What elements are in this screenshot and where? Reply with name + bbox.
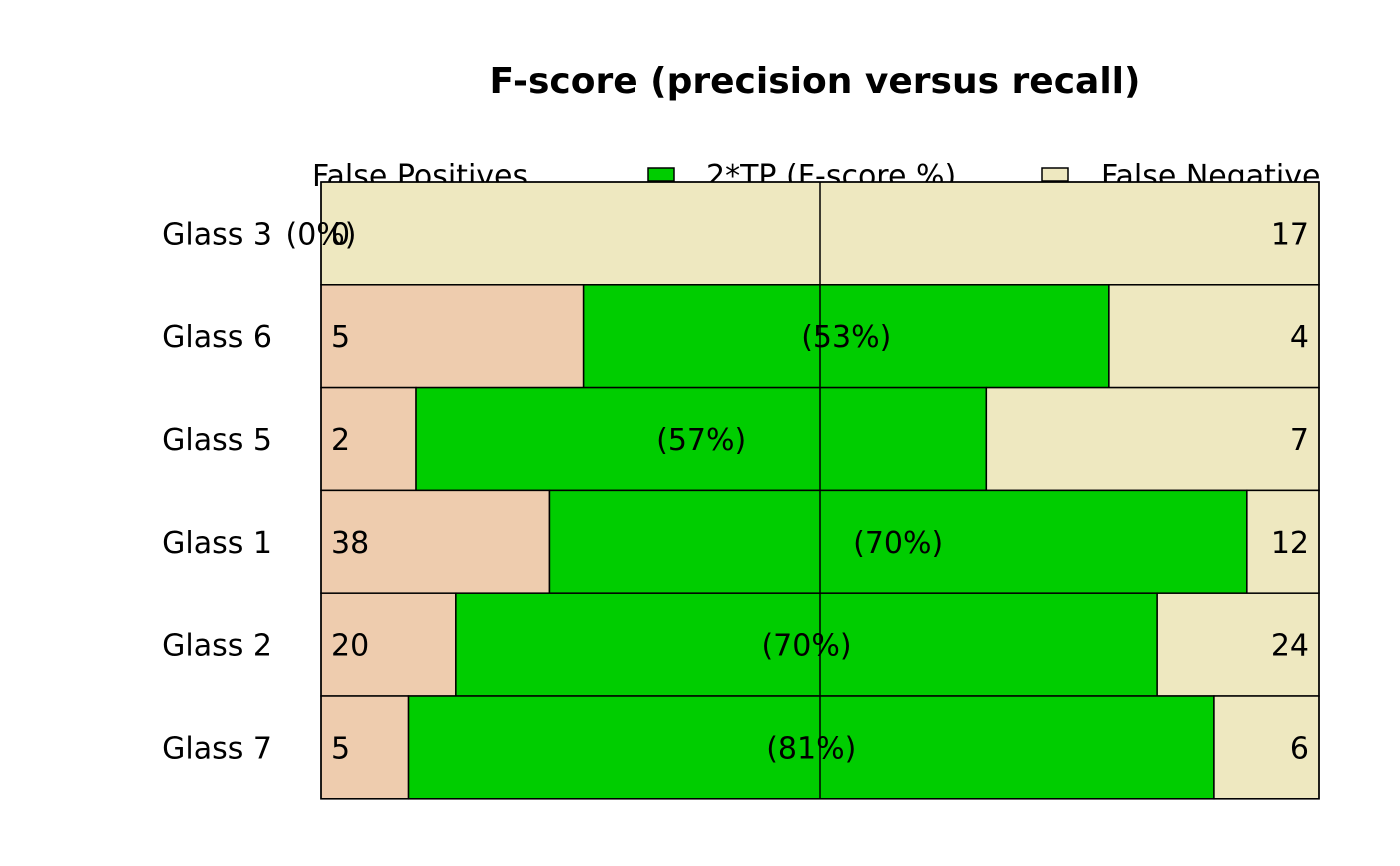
fscore-label: (70%): [853, 526, 943, 561]
fscore-label: (81%): [766, 731, 856, 766]
fp-value-label: 0: [331, 217, 350, 252]
bar-false-positives: [320, 592, 457, 697]
fscore-label: (70%): [761, 629, 851, 664]
bar-false-negatives: [1156, 592, 1320, 697]
fn-value-label: 24: [1271, 629, 1309, 664]
category-label: Glass 6: [162, 320, 272, 355]
bar-false-negatives: [985, 386, 1320, 492]
bar-true-positives: [415, 386, 988, 492]
fp-value-label: 38: [331, 526, 369, 561]
category-label: Glass 3: [162, 217, 272, 252]
fp-value-label: 5: [331, 731, 350, 766]
category-labels: Glass 3 Glass 6 Glass 5 Glass 1 Glass 2 Glass…: [162, 217, 272, 766]
category-label: Glass 5: [162, 423, 272, 458]
category-label: Glass 7: [162, 731, 272, 766]
bar-false-positives: [320, 695, 410, 800]
legend-swatch-fn: [1041, 167, 1069, 182]
bar-false-positives: [320, 284, 585, 389]
plot-frame: [320, 181, 1320, 800]
fn-value-label: 4: [1290, 320, 1309, 355]
bar-true-positives: [582, 284, 1110, 389]
fn-value-label: 12: [1271, 526, 1309, 561]
category-label: Glass 1: [162, 526, 272, 561]
fscore-label: (53%): [801, 320, 891, 355]
fp-value-label: 2: [331, 423, 350, 458]
fn-value-label: 17: [1271, 217, 1309, 252]
bar-true-positives: [455, 592, 1158, 697]
chart-title: F-score (precision versus recall): [490, 61, 1141, 102]
bar-false-positives: [320, 386, 417, 492]
bar-true-positives: [407, 695, 1215, 800]
fn-value-label: 6: [1290, 731, 1309, 766]
bar-false-negatives: [1108, 284, 1320, 389]
fscore-label: (57%): [656, 423, 746, 458]
fp-value-label: 5: [331, 320, 350, 355]
legend-swatch-tp: [647, 167, 675, 182]
bar-false-negatives: [1246, 489, 1320, 594]
bar-false-negatives: [1213, 695, 1320, 800]
fn-value-label: 7: [1290, 423, 1309, 458]
category-label: Glass 2: [162, 629, 272, 664]
fp-value-label: 20: [331, 629, 369, 664]
bar-false-positives: [320, 489, 551, 594]
